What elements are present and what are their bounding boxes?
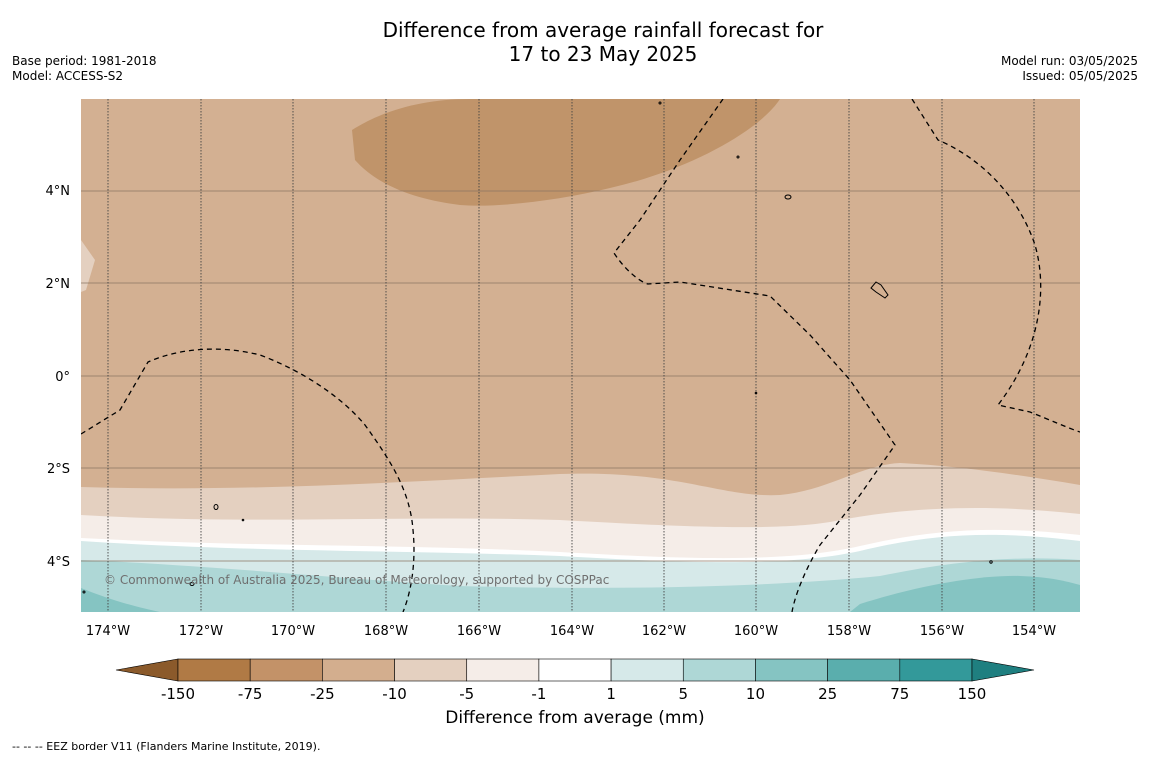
colorbar-segment — [682, 658, 756, 682]
map-panel — [81, 99, 1080, 612]
colorbar-tick-label: 1 — [606, 685, 616, 703]
lon-label-158w: 158°W — [827, 624, 871, 639]
colorbar-title: Difference from average (mm) — [445, 708, 705, 728]
lon-label-164w: 164°W — [550, 624, 594, 639]
lon-labels: 174°W 172°W 170°W 168°W 166°W 164°W 162°… — [86, 624, 1056, 639]
lat-label-2s: 2°S — [47, 462, 70, 477]
dry-anomaly-region — [352, 99, 780, 206]
lat-labels: 4°N 2°N 0° 2°S 4°S — [46, 184, 71, 570]
colorbar-tick-label: -75 — [238, 685, 263, 703]
colorbar-tick-label: -10 — [382, 685, 407, 703]
small-light-patch — [81, 240, 95, 292]
colorbar-segment — [177, 658, 251, 682]
model-run-text: Model run: 03/05/2025 — [1000, 54, 1138, 68]
issued-text: Issued: 05/05/2025 — [1022, 69, 1138, 83]
colorbar-segment — [827, 658, 901, 682]
lon-label-170w: 170°W — [271, 624, 315, 639]
colorbar-tick-label: -5 — [459, 685, 474, 703]
band-plus-25-left — [81, 588, 160, 612]
lon-label-168w: 168°W — [364, 624, 408, 639]
band-plus-10 — [81, 558, 1080, 612]
colorbar-tick-label: 150 — [958, 685, 987, 703]
lat-label-4n: 4°N — [46, 184, 71, 199]
colorbar-segment — [466, 658, 540, 682]
lon-label-154w: 154°W — [1012, 624, 1056, 639]
colorbar-segment — [322, 658, 395, 682]
band-plus-25-right — [850, 575, 1080, 612]
lat-label-0: 0° — [55, 370, 70, 385]
colorbar: -150 -75 -25 -10 -5 -1 1 5 10 25 75 150 — [115, 658, 1035, 703]
colorbar-segment — [249, 658, 323, 682]
colorbar-segment — [610, 658, 684, 682]
eez-footer-note: -- -- -- EEZ border V11 (Flanders Marine… — [12, 740, 321, 753]
copyright-text: © Commonwealth of Australia 2025, Bureau… — [104, 573, 609, 587]
lon-label-160w: 160°W — [734, 624, 778, 639]
lon-label-156w: 156°W — [920, 624, 964, 639]
colorbar-segment — [394, 658, 468, 682]
colorbar-tick-label: -1 — [531, 685, 546, 703]
lon-label-166w: 166°W — [457, 624, 501, 639]
colorbar-tick-label: -25 — [310, 685, 335, 703]
model-text: Model: ACCESS-S2 — [12, 69, 124, 83]
lon-label-174w: 174°W — [86, 624, 130, 639]
colorbar-tick-label: 5 — [678, 685, 688, 703]
colorbar-tick-label: -150 — [161, 685, 195, 703]
parallels — [81, 190, 1080, 562]
islands — [82, 101, 993, 594]
colorbar-tick-label: 75 — [890, 685, 909, 703]
map-title: Difference from average rainfall forecas… — [0, 18, 1150, 66]
colorbar-tick-label: 25 — [818, 685, 837, 703]
title-line-2: 17 to 23 May 2025 — [508, 42, 698, 66]
colorbar-segment — [899, 658, 973, 682]
lat-label-2n: 2°N — [46, 277, 71, 292]
eez-borders — [81, 99, 1080, 612]
colorbar-extend-low — [115, 658, 179, 682]
colorbar-extend-high — [971, 658, 1035, 682]
colorbar-tick-label: 10 — [746, 685, 765, 703]
meta-left: Base period: 1981-2018 Model: ACCESS-S2 — [12, 54, 157, 84]
lat-label-4s: 4°S — [47, 555, 70, 570]
title-line-1: Difference from average rainfall forecas… — [382, 18, 824, 42]
lon-label-162w: 162°W — [642, 624, 686, 639]
meta-right: Model run: 03/05/2025 Issued: 05/05/2025 — [1001, 54, 1138, 84]
colorbar-segment — [755, 658, 828, 682]
base-period-text: Base period: 1981-2018 — [12, 54, 157, 68]
colorbar-segment — [538, 658, 612, 682]
lon-label-172w: 172°W — [179, 624, 223, 639]
